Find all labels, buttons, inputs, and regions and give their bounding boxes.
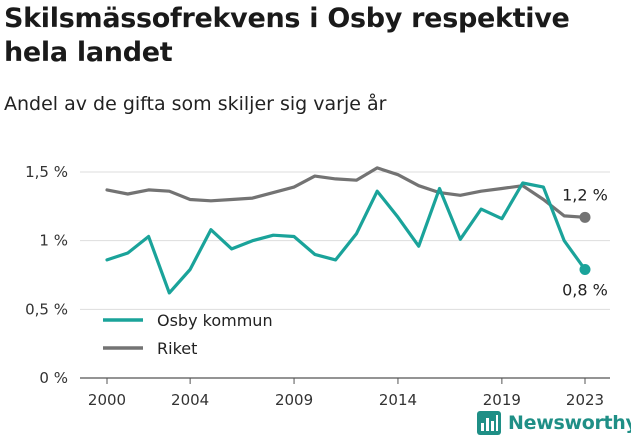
gridlines [80, 171, 610, 379]
x-tick-label: 2019 [483, 391, 521, 409]
x-tick-label: 2009 [275, 391, 313, 409]
x-tick-label: 2014 [379, 391, 417, 409]
end-labels: 1,2 % 0,8 % [562, 185, 608, 299]
chart-subtitle: Andel av de gifta som skiljer sig varje … [4, 93, 387, 115]
legend-label-riket: Riket [157, 339, 197, 358]
chart-title: Skilsmässofrekvens i Osby respektive hel… [4, 3, 570, 68]
x-tick-label: 2004 [171, 391, 209, 409]
logo-text: Newsworthy [508, 412, 631, 434]
x-tick-label: 2000 [88, 391, 126, 409]
newsworthy-logo: Newsworthy [476, 409, 631, 437]
end-label-osby: 0,8 % [562, 281, 608, 300]
legend-label-osby: Osby kommun [157, 311, 273, 330]
series-lines [105, 166, 591, 295]
y-tick-label: 0 % [39, 369, 68, 387]
x-axis-ticks: 2000 2004 2009 2014 2019 2023 [88, 378, 604, 409]
y-tick-label: 1 % [39, 232, 68, 250]
y-tick-label: 0,5 % [25, 300, 68, 318]
y-axis-ticks: 0 % 0,5 % 1 % 1,5 % [25, 163, 68, 387]
bar-chart-icon [477, 411, 501, 435]
legend: Osby kommun Riket [103, 311, 273, 358]
end-point-osby [579, 264, 591, 276]
x-tick-label: 2023 [566, 391, 604, 409]
end-point-riket [579, 211, 591, 223]
end-label-riket: 1,2 % [562, 185, 608, 204]
y-tick-label: 1,5 % [25, 163, 68, 181]
series-line-osby [105, 181, 587, 295]
series-line-riket [105, 166, 587, 219]
